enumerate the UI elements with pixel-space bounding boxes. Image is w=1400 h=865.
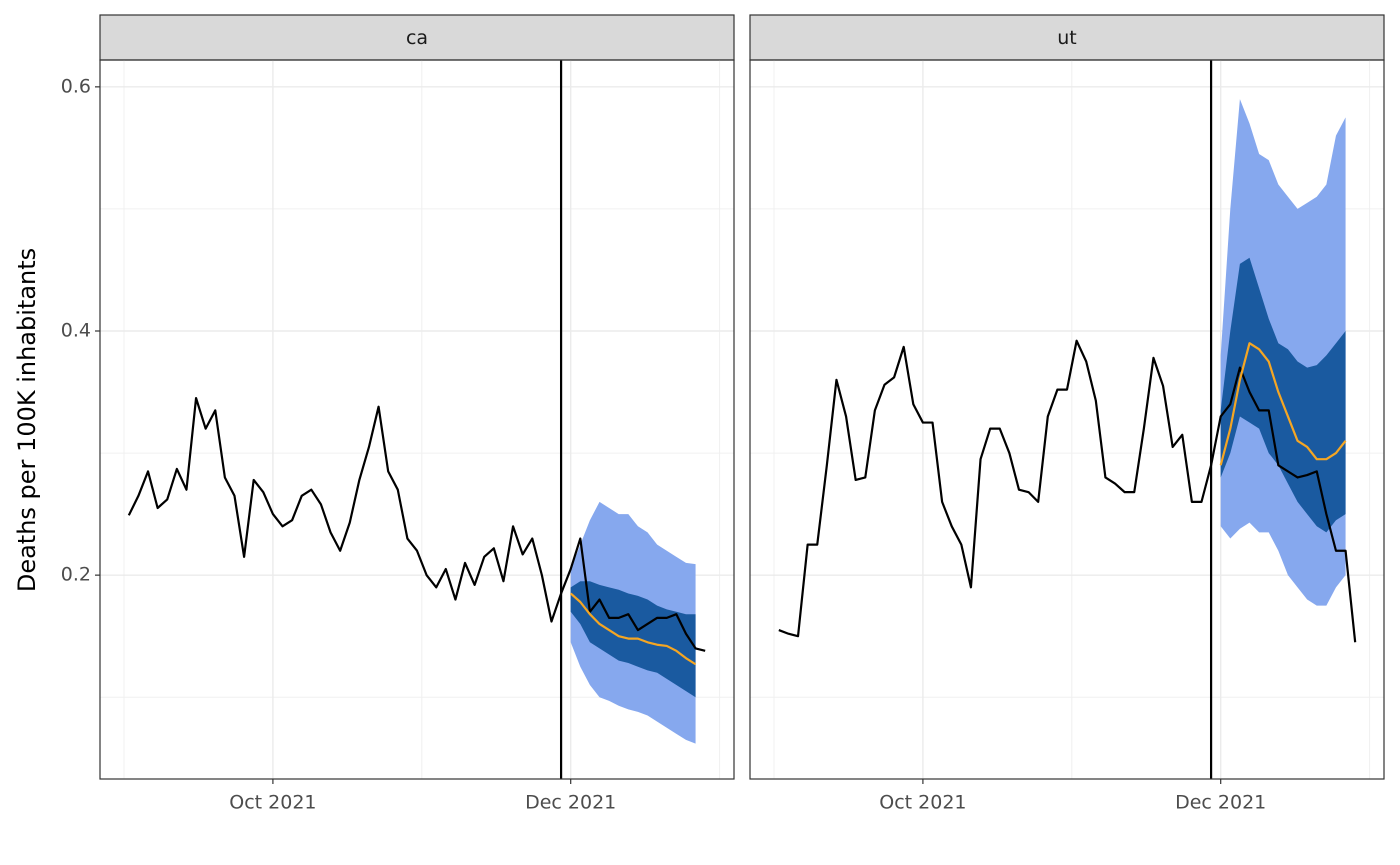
line [569,592,697,666]
line [778,339,1357,643]
y-tick-label: 0.2 [61,564,91,586]
x-tick-label: Dec 2021 [1175,792,1266,814]
x-tick-label: Oct 2021 [879,792,966,814]
x-tick-label: Oct 2021 [229,792,316,814]
line [1219,342,1347,466]
panel-border [749,59,1385,780]
y-axis-title: Deaths per 100K inhabitants [13,248,41,592]
y-tick-label: 0.6 [61,75,91,97]
panel-title: ca [406,27,428,49]
strip [99,14,735,61]
x-tick-label: Dec 2021 [525,792,616,814]
y-tick-label: 0.4 [61,319,91,341]
panel-border [99,59,735,780]
line [127,397,706,652]
strip [749,14,1385,61]
forecast-band [1220,257,1346,533]
panel-title: ut [1057,27,1077,49]
